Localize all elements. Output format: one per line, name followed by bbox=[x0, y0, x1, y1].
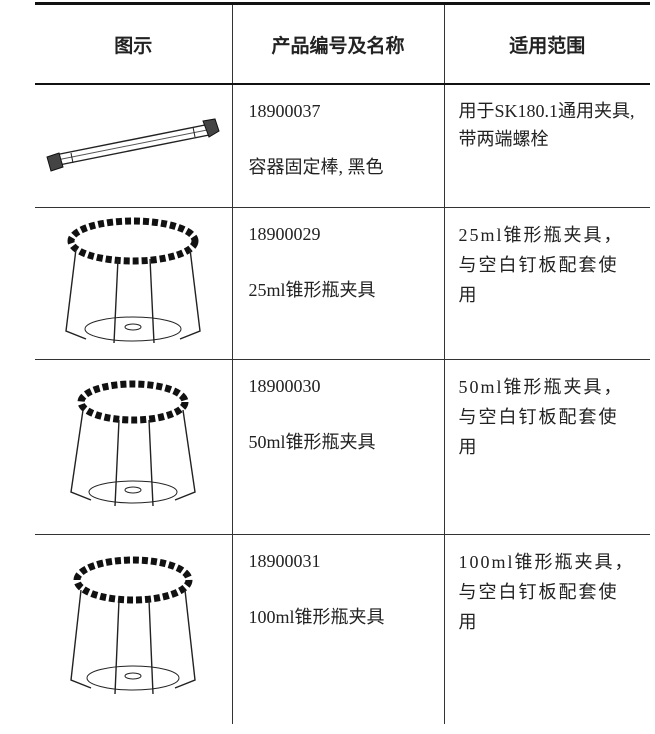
rod-icon bbox=[46, 118, 220, 172]
product-name: 容器固定棒, 黑色 bbox=[248, 157, 384, 177]
product-code: 18900031 bbox=[248, 550, 321, 571]
image-cell bbox=[35, 359, 232, 535]
row: 18900030 50ml锥形瓶夹具 50ml锥形瓶夹具，与空白钉板配套使用 bbox=[35, 359, 650, 535]
clamp-icon bbox=[70, 556, 197, 694]
product-code: 18900037 bbox=[248, 101, 321, 121]
clamp-icon bbox=[65, 217, 202, 343]
description: 100ml锥形瓶夹具，与空白钉板配套使用 bbox=[443, 534, 650, 724]
header-cell: 图示 bbox=[35, 2, 232, 85]
image-cell bbox=[35, 84, 232, 208]
product-code: 18900029 bbox=[248, 223, 321, 244]
code-cell: 18900031 100ml锥形瓶夹具 bbox=[231, 534, 444, 724]
image-cell bbox=[35, 534, 232, 724]
product-name: 100ml锥形瓶夹具 bbox=[248, 606, 385, 627]
code-cell: 18900029 25ml锥形瓶夹具 bbox=[231, 207, 444, 360]
header-cell: 产品编号及名称 bbox=[231, 2, 444, 85]
header-cell: 适用范围 bbox=[443, 2, 650, 85]
code-cell: 18900030 50ml锥形瓶夹具 bbox=[231, 359, 444, 535]
description: 50ml锥形瓶夹具，与空白钉板配套使用 bbox=[443, 359, 650, 535]
clamp-icon bbox=[70, 380, 197, 507]
code-cell: 18900037 容器固定棒, 黑色 bbox=[231, 84, 444, 208]
product-code: 18900030 bbox=[248, 375, 321, 396]
product-name: 50ml锥形瓶夹具 bbox=[248, 431, 376, 452]
row: 18900031 100ml锥形瓶夹具 100ml锥形瓶夹具，与空白钉板配套使用 bbox=[35, 534, 650, 724]
description: 25ml锥形瓶夹具，与空白钉板配套使用 bbox=[443, 207, 650, 360]
product-name: 25ml锥形瓶夹具 bbox=[248, 279, 376, 300]
product-table: 图示 产品编号及名称 适用范围 18900037 容器固定棒, 黑色 用于S bbox=[35, 2, 650, 724]
header-row: 图示 产品编号及名称 适用范围 bbox=[35, 2, 650, 85]
description: 用于SK180.1通用夹具,带两端螺栓 bbox=[443, 84, 650, 208]
row: 18900037 容器固定棒, 黑色 用于SK180.1通用夹具,带两端螺栓 bbox=[35, 84, 650, 208]
row: 18900029 25ml锥形瓶夹具 25ml锥形瓶夹具，与空白钉板配套使用 bbox=[35, 207, 650, 360]
image-cell bbox=[35, 207, 232, 360]
